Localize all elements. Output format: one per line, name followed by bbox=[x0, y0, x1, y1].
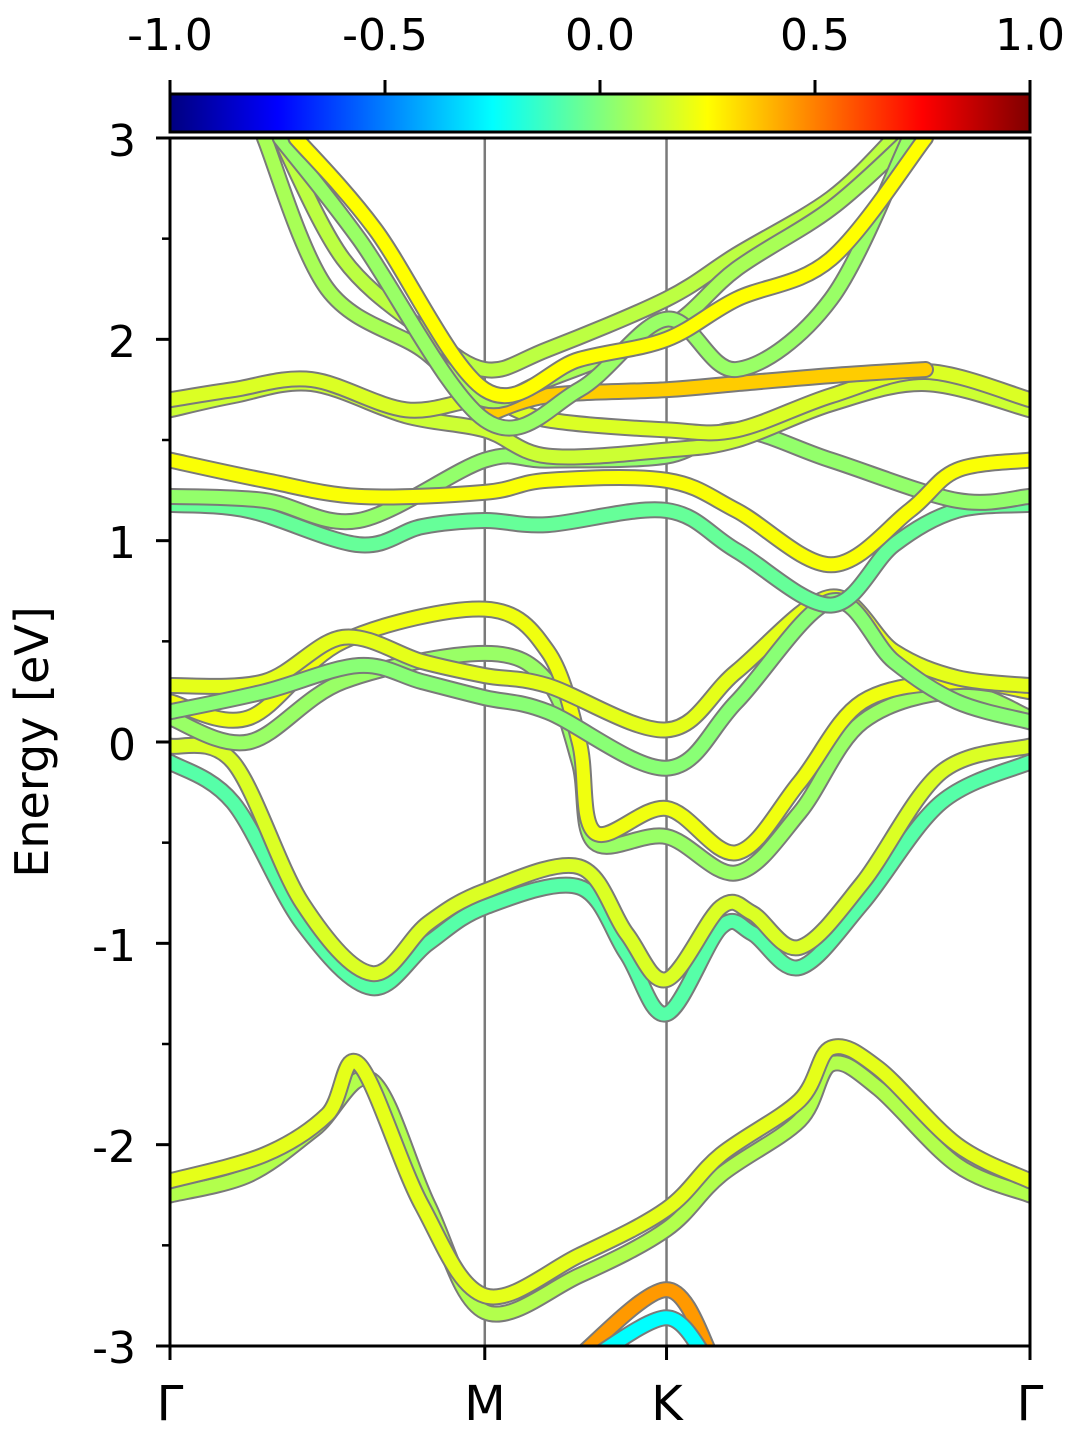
colorbar: -1.0 -0.5 0.0 0.5 1.0 bbox=[127, 10, 1065, 134]
band-line bbox=[170, 646, 1030, 880]
y-tick-label: 0 bbox=[108, 720, 136, 771]
colorbar-ticks bbox=[168, 80, 1032, 94]
band-line bbox=[170, 738, 1030, 987]
x-tick-label-k: K bbox=[651, 1376, 684, 1432]
y-tick-label: 3 bbox=[108, 116, 136, 167]
colorbar-tick-label: 1.0 bbox=[995, 10, 1065, 61]
band-line bbox=[170, 755, 1030, 1021]
band-line bbox=[170, 453, 1030, 572]
x-axis-ticks bbox=[168, 1346, 1032, 1360]
band-line bbox=[581, 1283, 714, 1346]
band-line bbox=[170, 364, 1030, 440]
band-line bbox=[170, 1040, 1030, 1304]
band-line bbox=[170, 594, 1030, 775]
y-tick-label: 2 bbox=[108, 317, 136, 368]
y-axis-tick-labels: 3 2 1 0 -1 -2 -3 bbox=[92, 116, 136, 1374]
plot-area bbox=[156, 136, 1032, 1360]
y-tick-label: -3 bbox=[92, 1323, 136, 1374]
colorbar-gradient bbox=[168, 92, 1032, 134]
y-axis-label: Energy [eV] bbox=[5, 606, 59, 877]
bands bbox=[170, 138, 1030, 1346]
x-tick-label-m: M bbox=[464, 1376, 505, 1432]
band-line bbox=[273, 138, 901, 377]
x-tick-label-gamma: Γ bbox=[1017, 1376, 1044, 1432]
y-axis-ticks bbox=[156, 136, 170, 1348]
band-line bbox=[478, 363, 932, 423]
colorbar-tick-label: -1.0 bbox=[127, 10, 213, 61]
colorbar-tick-label: 0.0 bbox=[565, 10, 635, 61]
x-tick-label-gamma: Γ bbox=[157, 1376, 184, 1432]
band-line bbox=[170, 497, 1030, 612]
colorbar-tick-label: -0.5 bbox=[342, 10, 428, 61]
band-line bbox=[289, 138, 932, 403]
y-tick-label: 1 bbox=[108, 518, 136, 569]
colorbar-tick-label: 0.5 bbox=[780, 10, 850, 61]
x-axis-tick-labels: Γ M K Γ bbox=[157, 1376, 1044, 1432]
y-tick-label: -1 bbox=[92, 921, 136, 972]
band-line bbox=[598, 1311, 706, 1346]
y-tick-label: -2 bbox=[92, 1122, 136, 1173]
